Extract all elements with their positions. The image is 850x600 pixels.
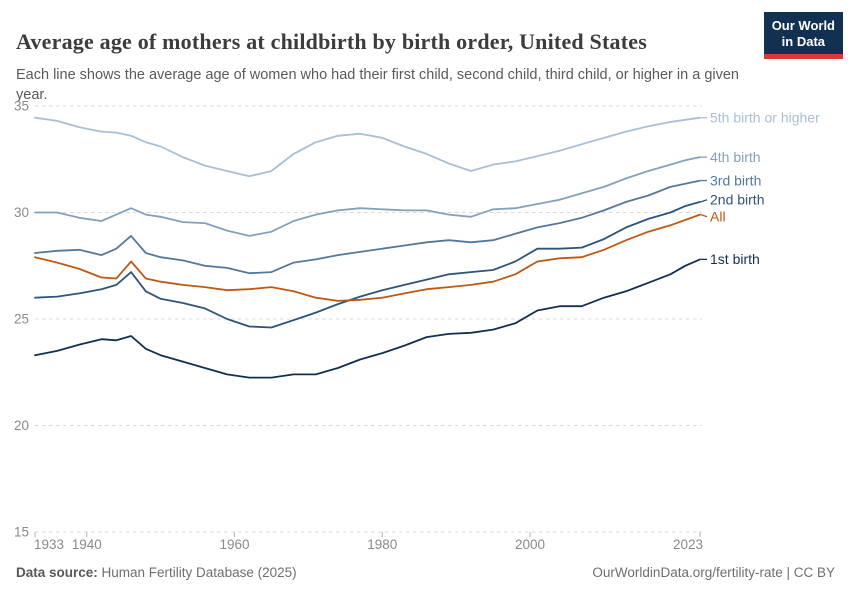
line-5th-birth-or-higher[interactable] (34, 116, 701, 178)
y-axis-tick-label-15: 15 (14, 525, 29, 540)
y-axis-tick-label-25: 25 (14, 312, 29, 327)
series-label-4th-birth[interactable]: 4th birth (710, 149, 761, 165)
x-axis-tick-label-2000: 2000 (515, 537, 545, 552)
x-axis-tick-label-1980: 1980 (367, 537, 397, 552)
line-1st-birth[interactable] (34, 258, 701, 379)
data-source: Data source: Human Fertility Database (2… (16, 565, 297, 580)
series-label-2nd-birth[interactable]: 2nd birth (710, 192, 764, 208)
series-label-all[interactable]: All (710, 209, 726, 225)
x-axis-tick-label-1940: 1940 (72, 537, 102, 552)
x-axis-tick-label-2023: 2023 (673, 537, 703, 552)
footer-credit[interactable]: OurWorldinData.org/fertility-rate | CC B… (592, 565, 835, 580)
line-2nd-birth[interactable] (34, 201, 701, 329)
owid-logo[interactable]: Our World in Data (763, 12, 843, 59)
data-source-value: Human Fertility Database (2025) (97, 565, 297, 580)
x-axis-tick-label-1933: 1933 (34, 537, 64, 552)
series-label-connector-all (700, 214, 708, 218)
series-label-3rd-birth[interactable]: 3rd birth (710, 172, 761, 188)
y-axis-tick-label-35: 35 (14, 99, 29, 114)
page-subtitle: Each line shows the average age of women… (16, 66, 739, 103)
x-axis-tick-label-1960: 1960 (219, 537, 249, 552)
y-axis-tick-label-20: 20 (14, 418, 29, 433)
owid-logo-line2: in Data (781, 33, 826, 49)
data-source-label: Data source: (16, 565, 98, 580)
line-all[interactable] (34, 213, 701, 302)
y-axis-tick-label-30: 30 (14, 205, 29, 220)
series-label-5th-birth-or-higher[interactable]: 5th birth or higher (710, 110, 820, 126)
series-label-connector-2nd-birth (700, 199, 708, 203)
line-3rd-birth[interactable] (34, 179, 701, 275)
series-label-1st-birth[interactable]: 1st birth (710, 251, 760, 267)
footer: Data source: Human Fertility Database (2… (16, 565, 835, 580)
page-title: Average age of mothers at childbirth by … (16, 28, 647, 54)
line-4th-birth[interactable] (34, 156, 701, 237)
owid-logo-line1: Our World (771, 18, 835, 33)
